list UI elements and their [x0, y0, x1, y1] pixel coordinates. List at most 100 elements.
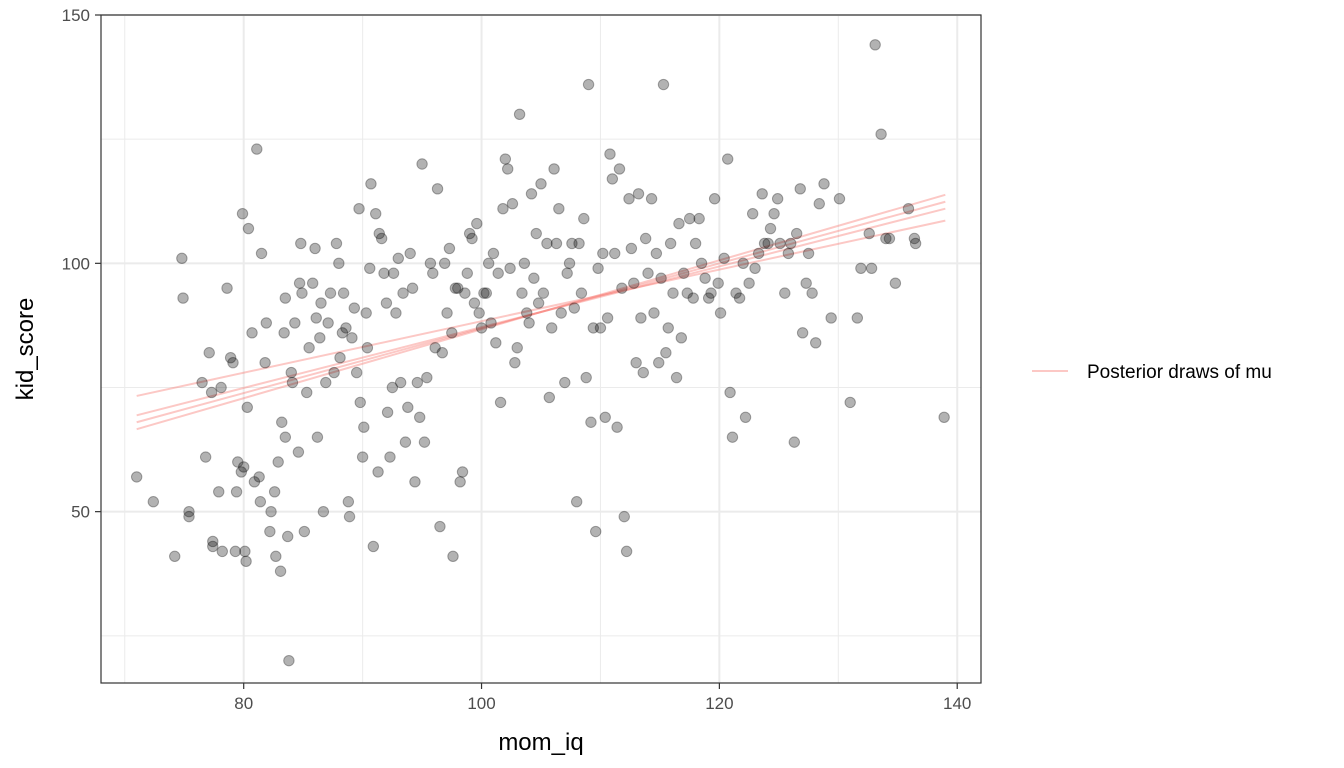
posterior-line: [136, 193, 946, 431]
scatter-point: [563, 257, 576, 270]
scatter-point: [130, 471, 143, 483]
scatter-point: [337, 287, 350, 299]
scatter-point: [653, 356, 665, 369]
scatter-point: [559, 376, 571, 389]
scatter-point: [730, 287, 742, 299]
scatter-point: [236, 207, 249, 220]
scatter-point: [246, 327, 258, 339]
scatter-point: [429, 342, 441, 354]
scatter-point: [424, 257, 437, 270]
scatter-point: [251, 143, 263, 155]
scatter-point: [511, 342, 523, 354]
scatter-point: [279, 292, 292, 304]
scatter-point: [259, 356, 271, 369]
scatter-point: [855, 262, 867, 274]
scatter-point: [317, 505, 330, 518]
scatter-point: [566, 237, 578, 250]
scatter-point: [340, 322, 352, 334]
scatter-point: [908, 232, 921, 245]
scatter-point: [528, 272, 540, 284]
scatter-point: [590, 525, 602, 538]
scatter-point: [301, 386, 313, 399]
legend-label: Posterior draws of mu: [1087, 362, 1272, 383]
scatter-point: [518, 257, 531, 270]
scatter-point: [875, 128, 887, 140]
scatter-point: [183, 505, 195, 518]
scatter-point: [322, 317, 334, 329]
scatter-point: [276, 416, 288, 428]
scatter-point: [367, 540, 380, 553]
scatter-point: [411, 376, 424, 389]
scatter-point: [611, 421, 623, 433]
scatter-point: [487, 247, 500, 260]
scatter-point: [580, 371, 592, 384]
scatter-point: [394, 376, 407, 389]
scatter-point: [625, 242, 638, 255]
scatter-point: [227, 356, 239, 369]
scatter-point: [796, 327, 809, 339]
scatter-point: [578, 212, 590, 225]
scatter-point: [176, 252, 188, 265]
scatter-point: [813, 198, 825, 210]
scatter-point: [818, 178, 830, 190]
scatter-point: [404, 247, 416, 260]
scatter-point: [532, 297, 545, 309]
scatter-point: [630, 356, 642, 369]
scatter-point: [310, 312, 322, 324]
scatter-point: [221, 282, 233, 294]
scatter-point: [657, 78, 670, 91]
scatter-point: [726, 431, 739, 443]
scatter-point: [756, 188, 768, 200]
scatter-point: [475, 322, 488, 334]
scatter-point: [452, 282, 464, 294]
scatter-point: [333, 257, 345, 270]
scatter-point: [238, 461, 250, 473]
scatter-point: [380, 297, 393, 309]
scatter-point: [708, 193, 721, 205]
scatter-point: [397, 287, 409, 299]
scatter-point: [207, 540, 219, 553]
scatter-point: [655, 272, 667, 284]
scatter-point: [687, 292, 699, 304]
scatter-point: [623, 193, 635, 205]
scatter-point: [573, 237, 585, 250]
scatter-point: [535, 178, 547, 190]
scatter-point: [240, 555, 252, 568]
scatter-point: [334, 351, 346, 364]
posterior-line: [136, 200, 946, 424]
scatter-point: [427, 267, 439, 279]
scatter-point: [810, 337, 822, 349]
scatter-point: [473, 307, 485, 319]
scatter-point: [594, 322, 607, 334]
scatter-point: [667, 287, 679, 299]
x-tick-label: 140: [943, 694, 971, 713]
scatter-point: [555, 307, 567, 319]
scatter-point: [616, 282, 628, 294]
scatter-point: [604, 148, 616, 160]
scatter-point: [502, 163, 514, 175]
scatter-point: [648, 307, 660, 319]
scatter-point: [478, 287, 490, 299]
scatter-point: [585, 416, 597, 428]
scatter-point: [632, 188, 645, 200]
scatter-point: [762, 237, 774, 250]
scatter-point: [825, 312, 837, 324]
y-tick-label: 100: [62, 254, 90, 273]
scatter-point: [613, 163, 626, 175]
scatter-point: [889, 277, 902, 289]
scatter-point: [278, 327, 290, 339]
scatter-point: [320, 376, 332, 389]
scatter-point: [268, 486, 281, 498]
scatter-point: [311, 431, 324, 443]
scatter-point: [628, 277, 640, 289]
scatter-point: [749, 262, 761, 274]
scatter-point: [575, 287, 588, 299]
scatter-point: [561, 267, 573, 279]
scatter-point: [239, 545, 251, 558]
scatter-point: [718, 252, 730, 265]
scatter-point: [272, 456, 284, 468]
scatter-point: [660, 347, 672, 359]
posterior-lines-layer: [136, 193, 946, 431]
scatter-point: [509, 356, 521, 369]
scatter-point: [693, 212, 705, 225]
